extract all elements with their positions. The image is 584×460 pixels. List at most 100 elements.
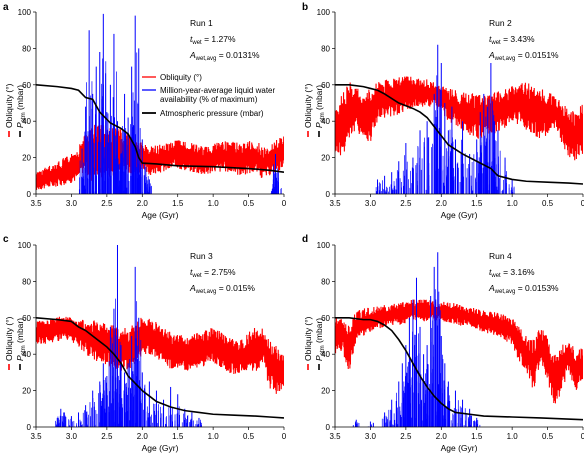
p-symbol: P (314, 122, 324, 128)
t-subscript: wet (490, 273, 501, 279)
a-symbol: A (189, 283, 196, 293)
obliquity-series (36, 124, 284, 190)
awet-value: = 0.0151% (515, 50, 559, 60)
legend-water-1: Million-year-average liquid water (160, 86, 275, 95)
x-tick-label: 2.0 (137, 199, 149, 208)
y-tick-label: 0 (27, 423, 32, 432)
y-tick-label: 40 (22, 117, 31, 126)
y-tick-label: 100 (317, 241, 331, 250)
obliquity-axis-text: Obliquity (°) (303, 83, 313, 128)
x-tick-label: 0.5 (243, 199, 255, 208)
x-tick-label: 2.5 (101, 432, 113, 441)
x-tick-label: 1.5 (172, 432, 184, 441)
x-tick-label: 3.5 (329, 199, 341, 208)
plot-area (36, 13, 284, 194)
t-symbol: t (489, 267, 492, 277)
x-tick-label: 2.0 (436, 199, 448, 208)
twet-label: twet = 2.75% (190, 267, 236, 279)
p-subscript: atm (21, 345, 27, 355)
a-symbol: A (488, 283, 495, 293)
twet-label: twet = 3.16% (489, 267, 535, 279)
x-tick-label: 0.5 (243, 432, 255, 441)
y-tick-label: 100 (317, 8, 331, 17)
plot-area (335, 44, 583, 194)
y-tick-label: 80 (321, 277, 330, 286)
t-subscript: wet (191, 40, 202, 46)
panel-b: b 0 20 40 60 80 100 3.5 3.0 2.5 2.0 1.5 1.0 0.5 0 Age (… (302, 2, 584, 220)
obliquity-axis-text: Obliquity (°) (4, 83, 14, 128)
x-tick-label: 0 (282, 432, 287, 441)
legend-bg (140, 69, 258, 123)
y-tick-label: 60 (321, 81, 330, 90)
x-tick-label: 3.0 (66, 432, 78, 441)
y-tick-label: 40 (22, 350, 31, 359)
panel-letter: a (3, 2, 9, 13)
awet-value: = 0.015% (216, 283, 255, 293)
panel-letter: b (302, 2, 308, 13)
x-axis-label: Age (Gyr) (142, 443, 179, 453)
y-tick-label: 20 (22, 387, 31, 396)
obliquity-series (36, 316, 284, 394)
x-tick-label: 0 (581, 432, 584, 441)
a-symbol: A (189, 50, 196, 60)
twet-value: = 2.75% (202, 267, 236, 277)
legend-pressure: Atmospheric pressure (mbar) (160, 109, 264, 118)
x-tick-label: 2.5 (101, 199, 113, 208)
t-symbol: t (489, 34, 492, 44)
x-tick-label: 0.5 (542, 432, 554, 441)
x-axis-label: Age (Gyr) (441, 210, 478, 220)
x-axis-label: Age (Gyr) (441, 443, 478, 453)
x-tick-label: 3.0 (365, 432, 377, 441)
y-tick-label: 0 (326, 190, 331, 199)
pressure-series (335, 317, 583, 421)
panel-d: d 0 20 40 60 80 100 3.5 3.0 2.5 2.0 1.5 1.0 0.5 0 Age (… (302, 234, 584, 453)
y-tick-label: 40 (321, 350, 330, 359)
p-symbol: P (15, 122, 25, 128)
x-tick-label: 2.5 (400, 199, 412, 208)
pressure-series (335, 84, 583, 185)
obliquity-axis-text: Obliquity (°) (4, 316, 14, 361)
twet-value: = 3.43% (501, 34, 535, 44)
water-series (352, 252, 481, 427)
legend: Obliquity (°) Million-year-average liquid… (140, 69, 275, 123)
pressure-axis-text: Patm (mbar) (15, 85, 27, 128)
obliquity-series (335, 299, 583, 404)
y-tick-label: 100 (18, 241, 32, 250)
run-label: Run 1 (190, 18, 213, 28)
x-tick-label: 1.0 (208, 199, 220, 208)
y-tick-label: 60 (22, 81, 31, 90)
p-unit: (mbar) (314, 318, 324, 346)
x-tick-label: 2.0 (137, 432, 149, 441)
p-symbol: P (314, 355, 324, 361)
x-tick-label: 3.0 (365, 199, 377, 208)
twet-label: twet = 3.43% (489, 34, 535, 46)
t-subscript: wet (490, 40, 501, 46)
run-label: Run 4 (489, 251, 512, 261)
twet-label: twet = 1.27% (190, 34, 236, 46)
y-tick-label: 20 (321, 387, 330, 396)
pressure-axis-text: Patm (mbar) (314, 318, 326, 361)
twet-value: = 1.27% (202, 34, 236, 44)
p-unit: (mbar) (15, 318, 25, 346)
pressure-series (36, 84, 284, 173)
y-tick-label: 0 (27, 190, 32, 199)
pressure-series (36, 317, 284, 419)
y-tick-label: 80 (321, 44, 330, 53)
water-series (375, 44, 515, 194)
p-unit: (mbar) (15, 85, 25, 113)
y-tick-label: 80 (22, 44, 31, 53)
x-tick-label: 3.0 (66, 199, 78, 208)
water-series (78, 13, 282, 194)
p-subscript: atm (320, 112, 326, 122)
run-label: Run 3 (190, 251, 213, 261)
panel-letter: d (302, 234, 308, 245)
x-tick-label: 1.5 (172, 199, 184, 208)
awet-value: = 0.0131% (216, 50, 260, 60)
t-symbol: t (190, 267, 193, 277)
pressure-axis-text: Patm (mbar) (314, 85, 326, 128)
x-tick-label: 3.5 (30, 199, 42, 208)
y-tick-label: 20 (22, 154, 31, 163)
a-subscript: wet,avg (494, 289, 516, 295)
p-subscript: atm (21, 112, 27, 122)
